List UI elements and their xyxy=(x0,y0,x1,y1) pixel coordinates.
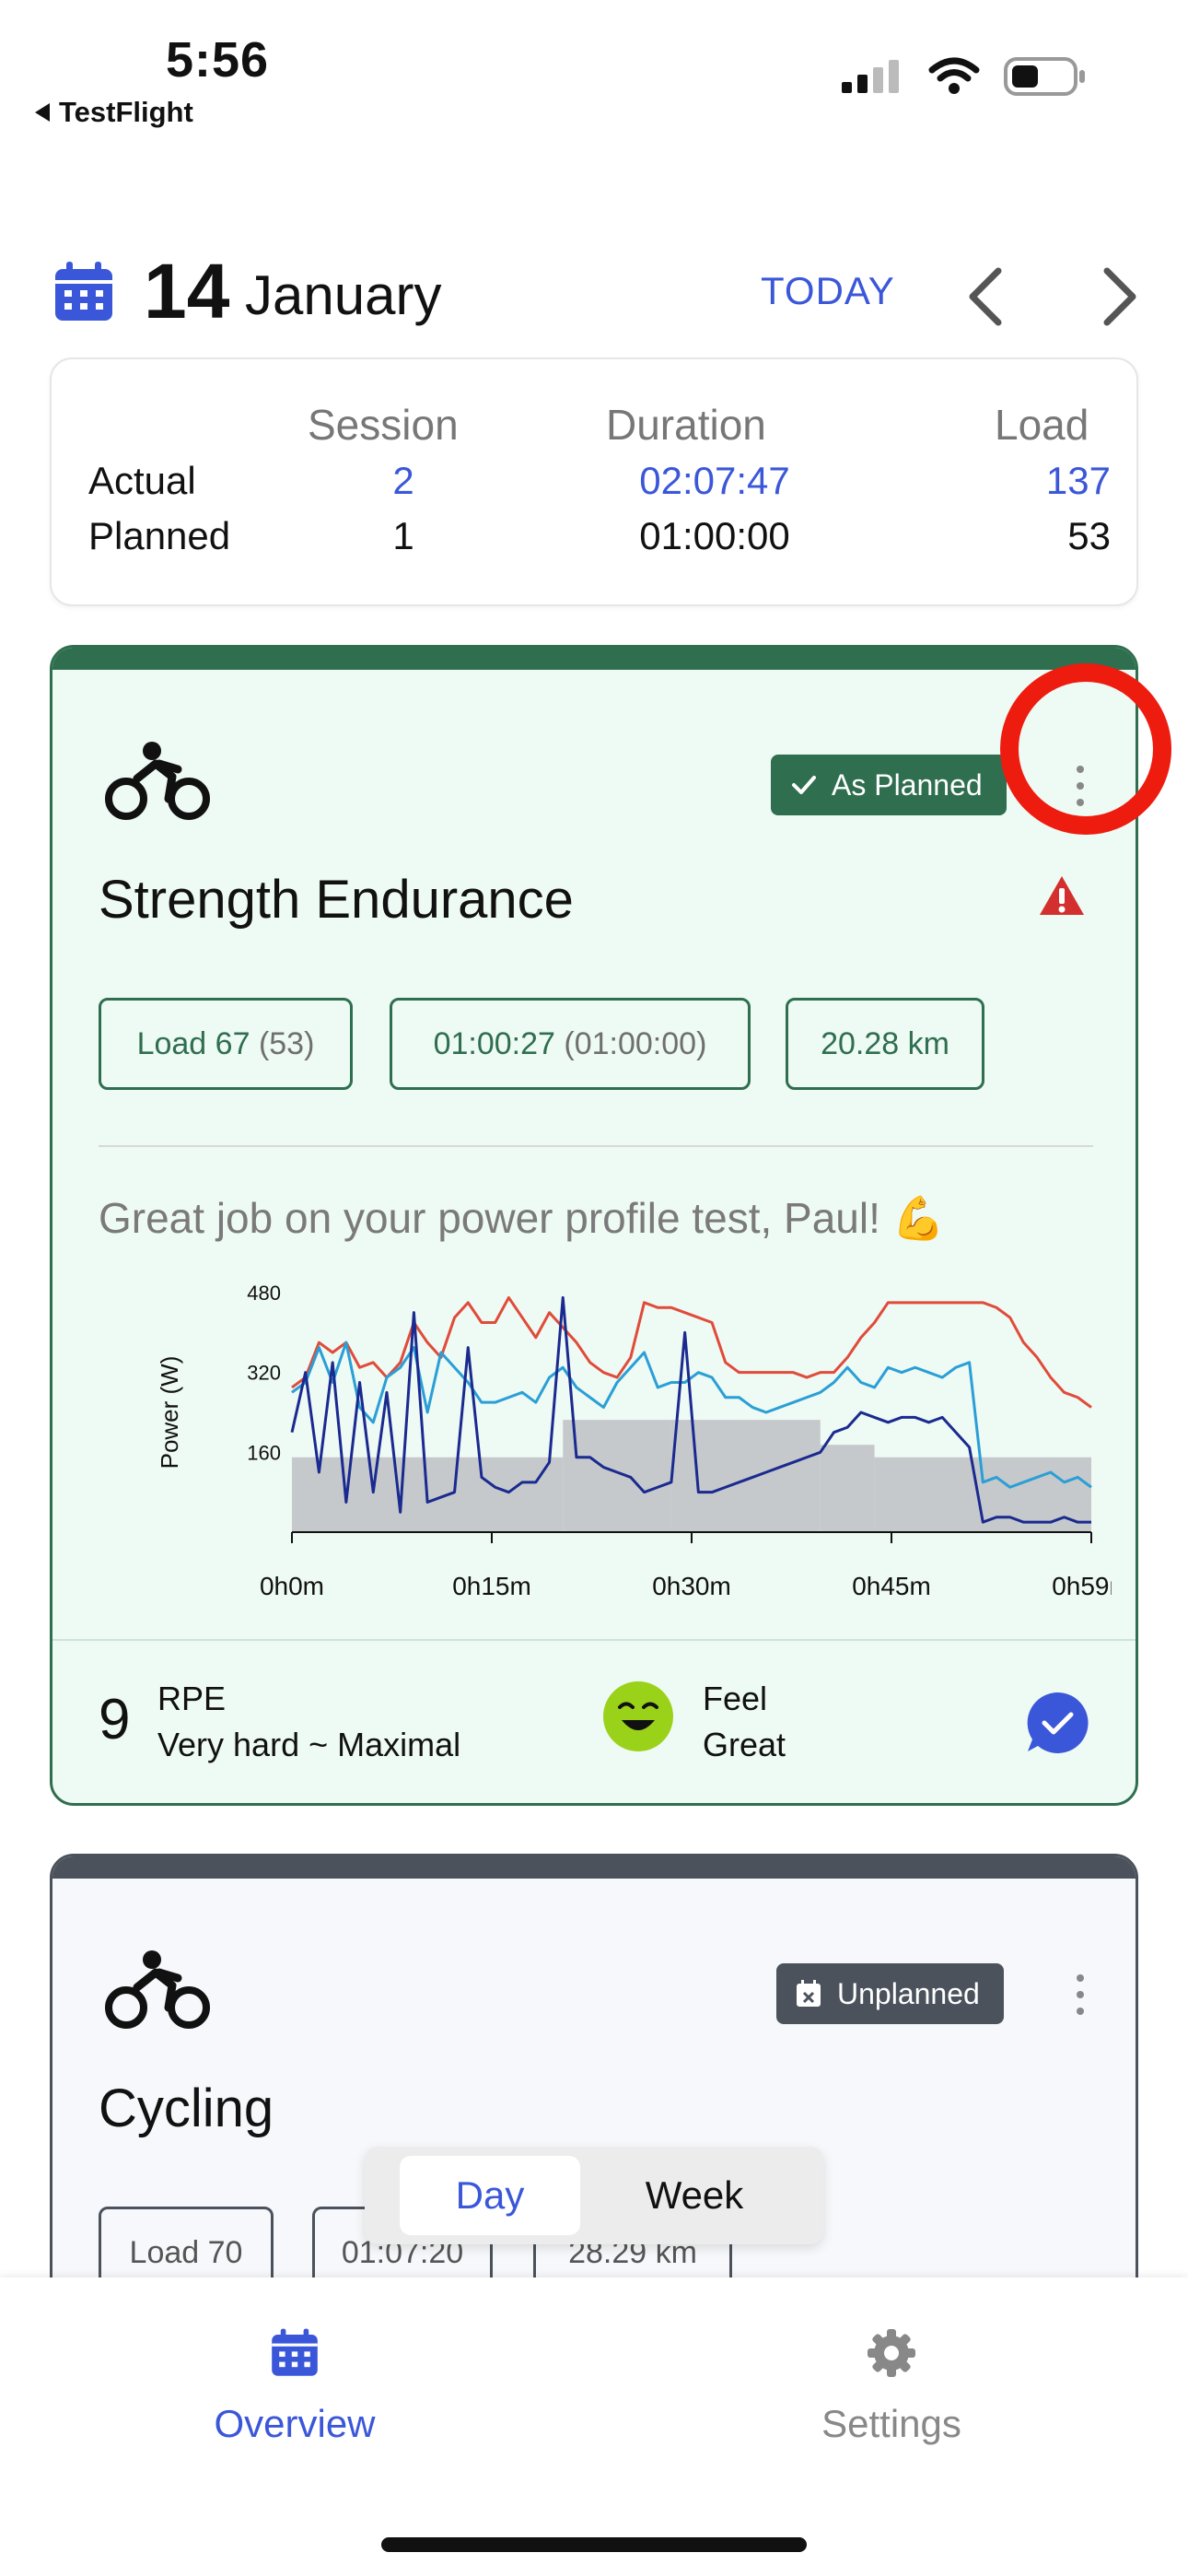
chevron-left-icon[interactable] xyxy=(965,265,1006,328)
load-actual: Load 67 xyxy=(136,1025,250,1061)
summary-header-session: Session xyxy=(308,401,459,449)
planned-step-1 xyxy=(563,1420,671,1532)
calendar-x-icon xyxy=(797,1980,821,2007)
x-tick-label-4: 0h59m xyxy=(1052,1572,1112,1600)
back-to-app-link[interactable]: TestFlight xyxy=(35,96,193,129)
y-tick-label-1: 320 xyxy=(247,1362,281,1385)
feel-value: Great xyxy=(703,1726,786,1763)
y-axis-label: Power (W) xyxy=(156,1356,183,1469)
card-status-bar xyxy=(52,648,1136,670)
summary-actual-session: 2 xyxy=(392,459,414,502)
calendar-icon[interactable] xyxy=(52,260,116,324)
summary-header-duration: Duration xyxy=(606,401,766,449)
distance-chip: 20.28 km xyxy=(786,998,984,1090)
card-status-bar xyxy=(52,1856,1136,1879)
status-icons xyxy=(840,55,1087,98)
cycling-icon xyxy=(105,742,210,820)
y-tick-label-0: 160 xyxy=(247,1441,281,1464)
rpe-info: RPE Very hard ~ Maximal xyxy=(157,1676,460,1768)
session-title: Strength Endurance xyxy=(99,870,574,930)
feel-label: Feel xyxy=(703,1680,768,1717)
more-options-icon[interactable] xyxy=(1071,1974,1089,2015)
back-arrow-icon xyxy=(35,103,50,122)
x-tick-label-1: 0h15m xyxy=(452,1572,531,1600)
warning-icon[interactable] xyxy=(1038,874,1086,917)
calendar-icon xyxy=(272,2328,318,2376)
tab-settings[interactable]: Settings xyxy=(707,2327,1076,2446)
load-chip: Load 67 (53) xyxy=(99,998,353,1090)
rpe-value: 9 xyxy=(99,1688,131,1751)
battery-icon xyxy=(1004,57,1085,96)
wifi-icon xyxy=(928,57,980,94)
daily-summary-card: Session Duration Load Actual 2 02:07:47 … xyxy=(50,357,1138,606)
back-app-label: TestFlight xyxy=(59,96,193,128)
day-week-toggle: Day Week xyxy=(365,2147,823,2244)
as-planned-badge: As Planned xyxy=(771,755,1007,815)
signal-icon xyxy=(842,60,899,93)
power-series-line-0 xyxy=(291,1295,1092,1409)
chevron-right-icon[interactable] xyxy=(1100,265,1140,328)
highlight-circle xyxy=(1000,663,1171,835)
check-icon xyxy=(792,776,816,794)
power-chart[interactable]: 160 320 480 0h0m 0h15m 0h30m 0h45m 0h59m Power (… xyxy=(89,1265,1112,1633)
bottom-tab-bar: Overview Settings xyxy=(0,2277,1188,2576)
feel-info: Feel Great xyxy=(703,1676,786,1768)
x-tick-label-0: 0h0m xyxy=(260,1572,324,1600)
divider xyxy=(99,1145,1093,1147)
summary-planned-load: 53 xyxy=(1067,514,1111,557)
summary-header-load: Load xyxy=(995,401,1089,449)
status-time: 5:56 xyxy=(166,32,270,88)
session-title: Cycling xyxy=(99,2078,274,2138)
unplanned-label: Unplanned xyxy=(837,1976,980,2010)
tab-overview-label: Overview xyxy=(214,2402,376,2445)
x-tick-label-3: 0h45m xyxy=(852,1572,931,1600)
comment-check-icon[interactable] xyxy=(1025,1691,1089,1755)
week-tab[interactable]: Week xyxy=(645,2173,744,2217)
day-tab[interactable]: Day xyxy=(400,2156,580,2235)
coach-message: Great job on your power profile test, Pa… xyxy=(99,1194,945,1242)
duration-planned: (01:00:00) xyxy=(564,1025,707,1061)
summary-actual-label: Actual xyxy=(88,459,196,502)
rpe-label: RPE xyxy=(157,1680,227,1717)
feel-great-icon xyxy=(603,1681,673,1751)
session-card-strength-endurance[interactable]: As Planned Strength Endurance Load 67 (5… xyxy=(50,645,1138,1806)
distance-value: 20.28 km xyxy=(821,1025,949,1061)
summary-planned-session: 1 xyxy=(392,514,414,557)
power-series-line-2 xyxy=(290,1295,1091,1524)
x-tick-label-2: 0h30m xyxy=(652,1572,731,1600)
unplanned-badge: Unplanned xyxy=(776,1963,1004,2024)
today-button[interactable]: TODAY xyxy=(761,269,895,312)
summary-actual-load: 137 xyxy=(1045,459,1111,502)
load-actual: Load 70 xyxy=(129,2234,243,2270)
date-day: 14 xyxy=(144,248,230,334)
cycling-icon xyxy=(105,1950,210,2029)
tab-settings-label: Settings xyxy=(821,2402,961,2445)
planned-step-3 xyxy=(820,1445,875,1532)
status-bar: 5:56 TestFlight xyxy=(0,0,1188,138)
summary-planned-duration: 01:00:00 xyxy=(639,514,790,557)
summary-planned-label: Planned xyxy=(88,514,231,557)
duration-actual: 01:00:27 xyxy=(433,1025,555,1061)
rpe-description: Very hard ~ Maximal xyxy=(157,1726,461,1763)
power-series-line-1 xyxy=(291,1341,1092,1489)
home-indicator xyxy=(381,2537,807,2552)
date-month: January xyxy=(245,264,442,326)
gear-icon xyxy=(868,2329,915,2377)
rpe-divider xyxy=(52,1639,1136,1641)
duration-chip: 01:00:27 (01:00:00) xyxy=(390,998,751,1090)
tab-overview[interactable]: Overview xyxy=(111,2327,479,2446)
as-planned-label: As Planned xyxy=(832,767,983,802)
date-header: 14 January TODAY xyxy=(0,241,1188,343)
y-tick-label-2: 480 xyxy=(247,1282,281,1305)
summary-actual-duration: 02:07:47 xyxy=(639,459,790,502)
load-planned: (53) xyxy=(258,1025,315,1061)
